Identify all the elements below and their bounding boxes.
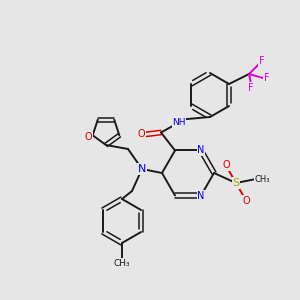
Text: O: O xyxy=(137,130,145,140)
Text: N: N xyxy=(197,146,205,155)
Text: F: F xyxy=(259,56,265,66)
Text: N: N xyxy=(138,164,146,174)
Text: CH₃: CH₃ xyxy=(254,175,270,184)
Text: O: O xyxy=(242,196,250,206)
Text: NH: NH xyxy=(172,118,186,127)
Text: N: N xyxy=(197,190,205,200)
Text: CH₃: CH₃ xyxy=(114,259,130,268)
Text: F: F xyxy=(264,73,270,83)
Text: O: O xyxy=(85,132,92,142)
Text: S: S xyxy=(232,178,240,188)
Text: O: O xyxy=(222,160,230,170)
Text: F: F xyxy=(248,83,254,93)
